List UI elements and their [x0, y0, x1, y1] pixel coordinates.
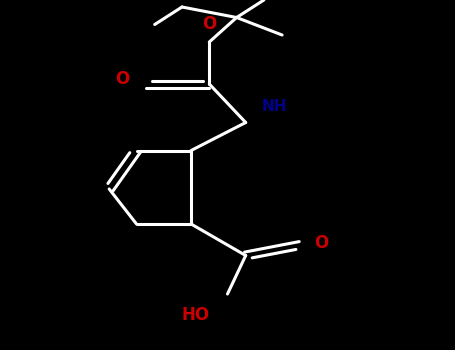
Text: O: O	[202, 15, 217, 33]
Text: O: O	[314, 234, 328, 252]
Text: NH: NH	[262, 99, 287, 114]
Text: HO: HO	[181, 306, 209, 324]
Text: O: O	[116, 70, 130, 88]
